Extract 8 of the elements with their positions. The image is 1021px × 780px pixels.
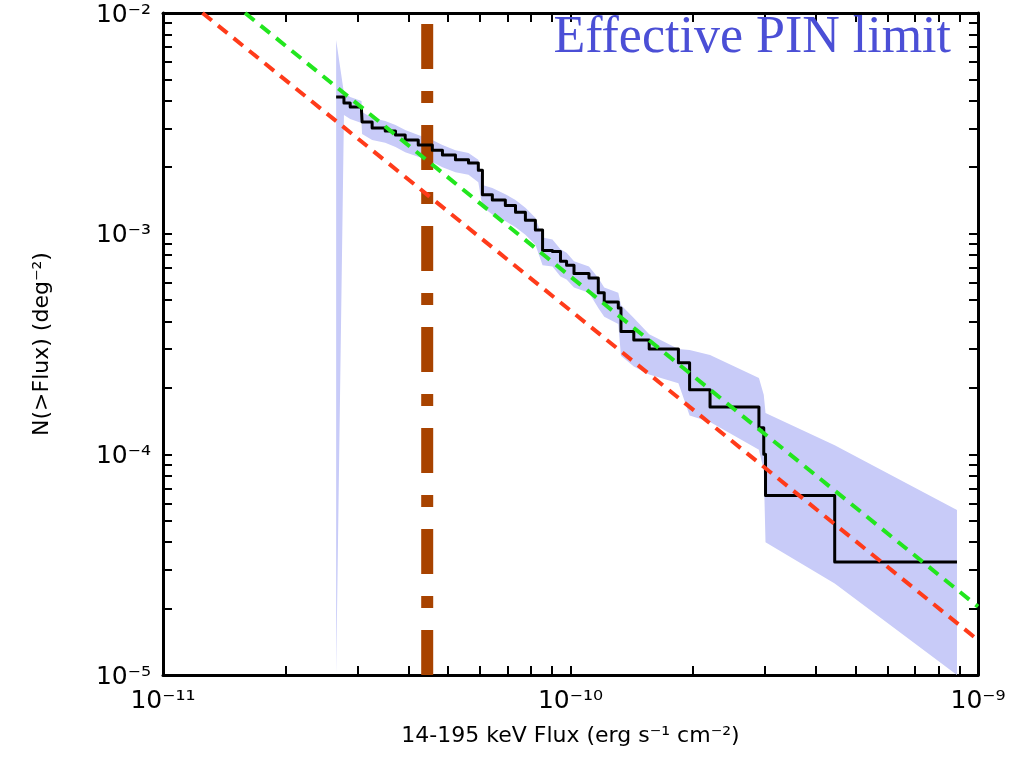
- y-tick-label: 10⁻⁴: [95, 439, 151, 469]
- x-tick-label: 10⁻⁹: [950, 685, 1006, 714]
- y-axis-title: N(>Flux) (deg⁻²): [27, 252, 53, 436]
- y-tick-label: 10⁻³: [95, 219, 151, 249]
- annotation: Effective PIN limit: [553, 5, 952, 63]
- x-axis-title: 14-195 keV Flux (erg s⁻¹ cm⁻²): [401, 721, 740, 747]
- y-tick-label: 10⁻²: [95, 0, 151, 28]
- x-tick-label: 10⁻¹⁰: [537, 685, 604, 714]
